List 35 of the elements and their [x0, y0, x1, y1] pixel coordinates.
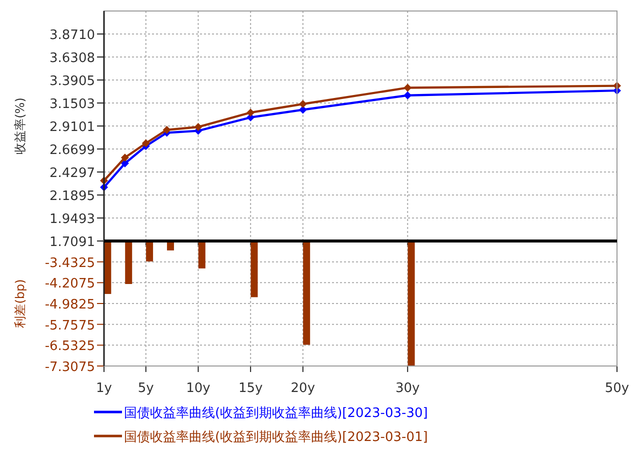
point: [142, 139, 150, 148]
y-tick-label: -4.9825: [44, 298, 95, 312]
y-tick-label: -4.2075: [44, 276, 95, 292]
y-axis-title: 收益率(%): [13, 98, 27, 154]
legend-label: 国债收益率曲线(收益到期收益率曲线)[2023-03-30]: [124, 405, 428, 421]
y-tick-label: 2.6699: [50, 143, 95, 158]
point: [404, 91, 412, 100]
point: [194, 122, 202, 131]
y-tick-label: -3.4325: [44, 256, 95, 271]
x-tick-label: 10y: [186, 381, 211, 396]
y-tick-label: 3.6308: [50, 51, 95, 66]
x-tick-label: 20y: [290, 381, 316, 396]
x-tick-label: 1y: [96, 381, 112, 396]
y-tick-label: 3.8710: [50, 28, 95, 43]
point: [298, 100, 307, 108]
x-tick-label: 50y: [604, 381, 630, 396]
y-tick-label: 2.9101: [50, 120, 95, 136]
point: [246, 108, 255, 117]
x-tick-label: 30y: [395, 381, 420, 396]
y-tick-label: 1.9493: [50, 212, 95, 227]
y-tick-label: 3.1503: [50, 97, 95, 112]
y-tick-label: 3.3905: [50, 74, 95, 90]
y-tick-label: -5.7575: [44, 318, 95, 334]
x-tick-label: 15y: [238, 381, 263, 396]
x-tick-label: 5y: [138, 381, 154, 396]
y-tick-label: 2.1895: [50, 189, 95, 204]
y-tick-label: -7.3075: [44, 360, 95, 375]
legend-label: 国债收益率曲线(收益到期收益率曲线)[2023-03-01]: [124, 429, 428, 445]
point: [162, 126, 171, 134]
point: [404, 84, 412, 92]
point: [120, 154, 129, 162]
y-tick-label: 2.4297: [50, 166, 95, 182]
y-tick-label: -6.5325: [44, 339, 95, 354]
y-tick-label: 1.7091: [50, 235, 95, 250]
y-axis-title: 利差(bp): [13, 279, 27, 328]
